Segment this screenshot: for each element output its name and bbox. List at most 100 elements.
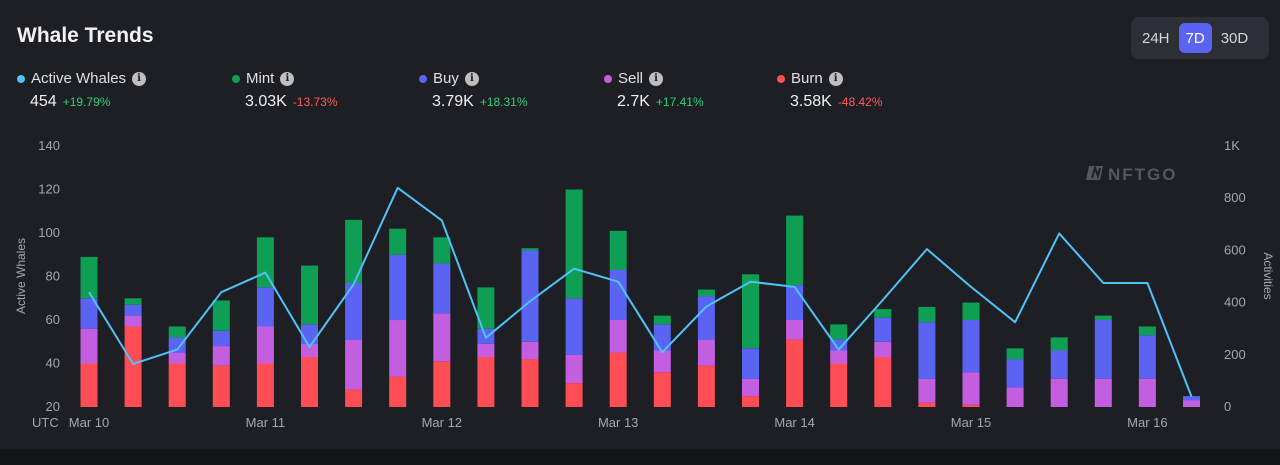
bar-segment-mint[interactable] bbox=[962, 302, 980, 320]
bar-segment-sell[interactable] bbox=[168, 352, 186, 364]
bar-segment-sell[interactable] bbox=[212, 346, 230, 366]
bar-segment-sell[interactable] bbox=[1138, 378, 1156, 407]
bar-segment-buy[interactable] bbox=[962, 320, 980, 373]
bar-segment-sell[interactable] bbox=[1006, 387, 1024, 407]
bar-segment-sell[interactable] bbox=[301, 343, 318, 357]
bar-segment-buy[interactable] bbox=[345, 283, 363, 340]
bar-segment-sell[interactable] bbox=[1050, 378, 1068, 407]
bar-segment-burn[interactable] bbox=[962, 404, 980, 407]
bar-segment-mint[interactable] bbox=[697, 289, 715, 297]
bar-segment-burn[interactable] bbox=[124, 326, 142, 408]
range-24h-button[interactable]: 24H bbox=[1142, 29, 1170, 47]
bar-segment-burn[interactable] bbox=[168, 363, 186, 408]
bar-segment-mint[interactable] bbox=[433, 237, 451, 264]
bar-segment-mint[interactable] bbox=[653, 315, 671, 325]
bar-segment-mint[interactable] bbox=[786, 215, 804, 286]
bar-segment-mint[interactable] bbox=[609, 230, 627, 270]
bar-segment-sell[interactable] bbox=[477, 343, 495, 357]
bar-segment-mint[interactable] bbox=[124, 298, 142, 305]
bar-segment-mint[interactable] bbox=[256, 237, 274, 288]
bar-segment-mint[interactable] bbox=[80, 256, 98, 299]
bar-segment-buy[interactable] bbox=[918, 322, 936, 379]
bar-segment-buy[interactable] bbox=[389, 254, 407, 321]
bar-segment-burn[interactable] bbox=[301, 357, 318, 407]
bar-segment-sell[interactable] bbox=[521, 341, 539, 360]
info-icon[interactable]: i bbox=[132, 71, 147, 86]
bar-segment-sell[interactable] bbox=[742, 378, 759, 397]
bar-segment-sell[interactable] bbox=[609, 320, 627, 353]
bar-segment-sell[interactable] bbox=[653, 350, 671, 373]
bar-segment-buy[interactable] bbox=[1138, 335, 1156, 379]
bar-segment-burn[interactable] bbox=[609, 352, 627, 407]
bar-segment-buy[interactable] bbox=[609, 270, 627, 320]
bar-segment-burn[interactable] bbox=[874, 357, 892, 407]
bar-segment-mint[interactable] bbox=[477, 287, 495, 329]
bar-segment-buy[interactable] bbox=[1094, 320, 1112, 379]
bar-segment-mint[interactable] bbox=[389, 228, 407, 255]
bar-segment-mint[interactable] bbox=[742, 274, 759, 349]
bar-segment-sell[interactable] bbox=[962, 372, 980, 405]
bar-segment-sell[interactable] bbox=[874, 341, 892, 357]
bar-segment-sell[interactable] bbox=[918, 378, 936, 403]
bar-segment-burn[interactable] bbox=[212, 365, 230, 407]
bar-segment-mint[interactable] bbox=[1006, 348, 1024, 360]
bar-segment-buy[interactable] bbox=[256, 287, 274, 327]
bar-segment-buy[interactable] bbox=[874, 317, 892, 342]
bar-segment-sell[interactable] bbox=[433, 313, 451, 362]
bar-segment-mint[interactable] bbox=[565, 189, 583, 299]
bar-segment-buy[interactable] bbox=[1006, 359, 1024, 388]
bar-segment-sell[interactable] bbox=[80, 328, 98, 364]
bar-segment-mint[interactable] bbox=[1050, 337, 1068, 351]
range-30d-button[interactable]: 30D bbox=[1220, 29, 1249, 47]
bar-segment-sell[interactable] bbox=[1183, 400, 1200, 408]
info-icon[interactable]: i bbox=[828, 71, 843, 86]
bar-segment-mint[interactable] bbox=[168, 326, 186, 338]
bar-segment-buy[interactable] bbox=[565, 298, 583, 355]
bar-segment-sell[interactable] bbox=[1094, 378, 1112, 407]
bar-segment-mint[interactable] bbox=[1138, 326, 1156, 336]
bar-segment-buy[interactable] bbox=[830, 339, 848, 351]
info-icon[interactable]: i bbox=[280, 71, 295, 86]
bar-segment-buy[interactable] bbox=[212, 330, 230, 347]
bar-segment-burn[interactable] bbox=[697, 365, 715, 407]
bar-segment-sell[interactable] bbox=[389, 320, 407, 377]
bar-segment-mint[interactable] bbox=[301, 265, 318, 325]
bar-segment-burn[interactable] bbox=[786, 339, 804, 407]
bar-segment-burn[interactable] bbox=[389, 376, 407, 407]
bar-segment-buy[interactable] bbox=[697, 296, 715, 340]
bar-segment-mint[interactable] bbox=[1094, 315, 1112, 320]
info-icon[interactable]: i bbox=[649, 71, 664, 86]
bar-segment-buy[interactable] bbox=[124, 304, 142, 316]
info-icon[interactable]: i bbox=[464, 71, 479, 86]
bar-segment-mint[interactable] bbox=[874, 309, 892, 318]
bar-segment-buy[interactable] bbox=[301, 324, 318, 344]
bar-segment-burn[interactable] bbox=[477, 357, 495, 407]
bar-segment-sell[interactable] bbox=[124, 315, 142, 327]
bar-segment-buy[interactable] bbox=[1183, 396, 1200, 401]
bar-segment-sell[interactable] bbox=[697, 339, 715, 366]
bar-segment-mint[interactable] bbox=[830, 324, 848, 340]
bar-segment-burn[interactable] bbox=[521, 359, 539, 407]
bar-segment-buy[interactable] bbox=[80, 298, 98, 329]
bar-segment-buy[interactable] bbox=[742, 348, 759, 379]
bar-segment-buy[interactable] bbox=[1050, 350, 1068, 379]
bar-segment-mint[interactable] bbox=[918, 306, 936, 323]
bar-segment-burn[interactable] bbox=[565, 383, 583, 407]
bar-segment-buy[interactable] bbox=[521, 250, 539, 342]
bar-segment-burn[interactable] bbox=[653, 372, 671, 407]
bar-segment-burn[interactable] bbox=[742, 396, 759, 407]
bar-segment-buy[interactable] bbox=[786, 285, 804, 320]
bar-segment-burn[interactable] bbox=[345, 389, 363, 407]
bar-segment-mint[interactable] bbox=[345, 219, 363, 283]
bar-segment-burn[interactable] bbox=[80, 363, 98, 408]
bar-segment-sell[interactable] bbox=[345, 339, 363, 390]
bar-segment-buy[interactable] bbox=[433, 263, 451, 314]
bar-segment-buy[interactable] bbox=[168, 337, 186, 353]
bar-segment-burn[interactable] bbox=[256, 363, 274, 408]
bar-segment-burn[interactable] bbox=[830, 363, 848, 408]
bar-segment-mint[interactable] bbox=[212, 300, 230, 331]
active-whales-line[interactable] bbox=[88, 186, 1193, 397]
bar-segment-sell[interactable] bbox=[830, 350, 848, 364]
range-7d-button[interactable]: 7D bbox=[1178, 23, 1212, 53]
bar-segment-mint[interactable] bbox=[521, 248, 539, 251]
